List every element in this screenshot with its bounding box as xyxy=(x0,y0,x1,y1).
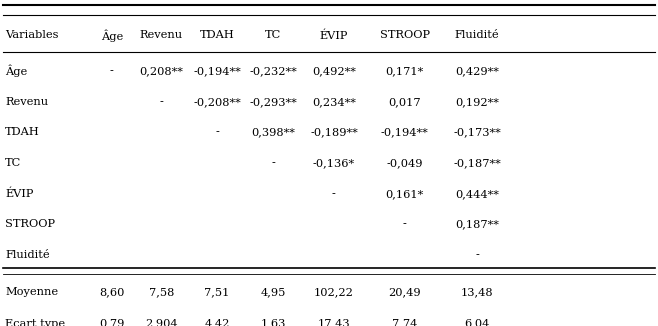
Text: -0,208**: -0,208** xyxy=(193,97,241,107)
Text: -0,136*: -0,136* xyxy=(313,158,355,168)
Text: 4,95: 4,95 xyxy=(261,287,286,297)
Text: 1,63: 1,63 xyxy=(261,319,286,326)
Text: -0,194**: -0,194** xyxy=(193,66,241,76)
Text: 0,492**: 0,492** xyxy=(312,66,356,76)
Text: 2,904: 2,904 xyxy=(145,319,178,326)
Text: Revenu: Revenu xyxy=(5,97,49,107)
Text: -: - xyxy=(332,189,336,199)
Text: 0,171*: 0,171* xyxy=(386,66,424,76)
Text: Fluidité: Fluidité xyxy=(5,250,50,260)
Text: 8,60: 8,60 xyxy=(99,287,124,297)
Text: 0,398**: 0,398** xyxy=(251,127,295,138)
Text: 6,04: 6,04 xyxy=(465,319,490,326)
Text: -: - xyxy=(215,127,219,138)
Text: 0,187**: 0,187** xyxy=(455,219,499,230)
Text: STROOP: STROOP xyxy=(380,30,430,40)
Text: TC: TC xyxy=(5,158,22,168)
Text: 0,017: 0,017 xyxy=(388,97,421,107)
Text: -0,232**: -0,232** xyxy=(249,66,297,76)
Text: 0,429**: 0,429** xyxy=(455,66,499,76)
Text: 7,74: 7,74 xyxy=(392,319,417,326)
Text: 0,192**: 0,192** xyxy=(455,97,499,107)
Text: ÉVIP: ÉVIP xyxy=(5,188,34,199)
Text: -: - xyxy=(159,97,163,107)
Text: 20,49: 20,49 xyxy=(388,287,421,297)
Text: 7,51: 7,51 xyxy=(205,287,230,297)
Text: TDAH: TDAH xyxy=(5,127,40,138)
Text: -: - xyxy=(110,66,114,76)
Text: -0,173**: -0,173** xyxy=(453,127,501,138)
Text: 0,79: 0,79 xyxy=(99,319,124,326)
Text: 13,48: 13,48 xyxy=(461,287,494,297)
Text: Ecart type: Ecart type xyxy=(5,319,65,326)
Text: 17,43: 17,43 xyxy=(318,319,350,326)
Text: Revenu: Revenu xyxy=(139,30,183,40)
Text: Âge: Âge xyxy=(5,65,28,77)
Text: TDAH: TDAH xyxy=(200,30,234,40)
Text: -: - xyxy=(475,250,479,260)
Text: 4,42: 4,42 xyxy=(205,319,230,326)
Text: -0,049: -0,049 xyxy=(386,158,423,168)
Text: 0,234**: 0,234** xyxy=(312,97,356,107)
Text: -0,194**: -0,194** xyxy=(381,127,428,138)
Text: 102,22: 102,22 xyxy=(314,287,354,297)
Text: STROOP: STROOP xyxy=(5,219,55,230)
Text: ÉVIP: ÉVIP xyxy=(320,30,348,40)
Text: -0,187**: -0,187** xyxy=(453,158,501,168)
Text: Variables: Variables xyxy=(5,30,59,40)
Text: Moyenne: Moyenne xyxy=(5,287,59,297)
Text: 0,208**: 0,208** xyxy=(139,66,183,76)
Text: Fluidité: Fluidité xyxy=(455,30,499,40)
Text: -: - xyxy=(403,219,407,230)
Text: TC: TC xyxy=(265,30,281,40)
Text: 7,58: 7,58 xyxy=(149,287,174,297)
Text: Âge: Âge xyxy=(101,29,123,41)
Text: -0,189**: -0,189** xyxy=(310,127,358,138)
Text: 0,444**: 0,444** xyxy=(455,189,499,199)
Text: -: - xyxy=(271,158,275,168)
Text: 0,161*: 0,161* xyxy=(386,189,424,199)
Text: -0,293**: -0,293** xyxy=(249,97,297,107)
